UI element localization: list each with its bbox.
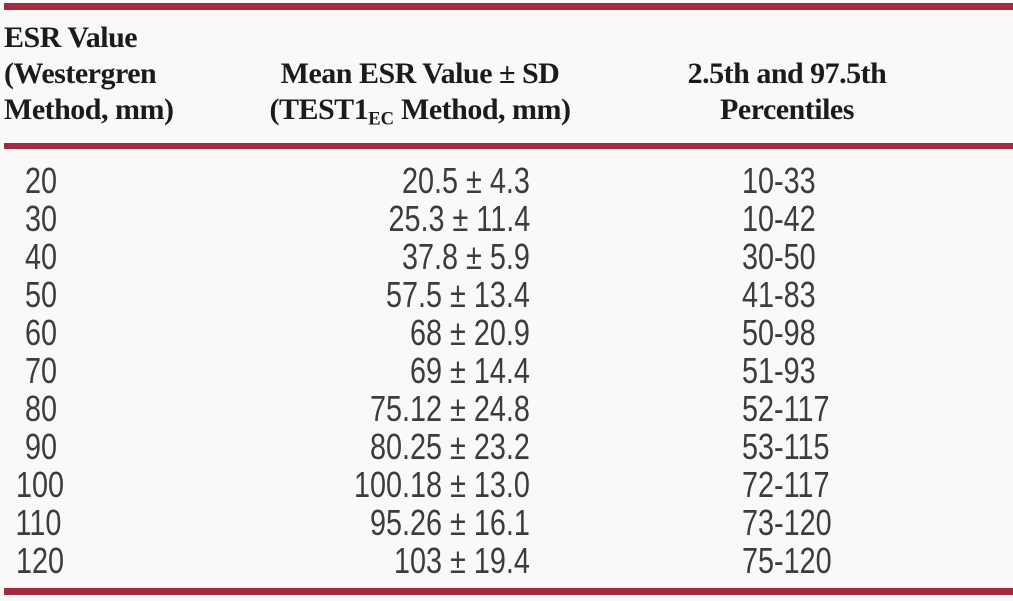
- table-row: 90 80.25 ± 23.2 53-115: [4, 428, 1009, 466]
- top-rule: [4, 3, 1013, 10]
- mean-esr-sd-value: 68 ± 20.9: [410, 312, 530, 353]
- header-line: Method, mm): [4, 93, 174, 126]
- table-row: 20 20.5 ± 4.3 10-33: [4, 162, 1009, 200]
- header-line: (TEST1EC Method, mm): [230, 92, 610, 128]
- percentiles-value: 41-83: [742, 274, 816, 315]
- percentiles-value: 72-117: [742, 464, 830, 505]
- esr-westergren-value: 70: [24, 350, 57, 391]
- header-line: 2.5th and 97.5th: [687, 57, 887, 90]
- esr-westergren-value: 100: [16, 464, 65, 505]
- esr-westergren-value: 50: [24, 274, 57, 315]
- method-mm-label: Method, mm): [394, 93, 571, 126]
- table-row: 60 68 ± 20.9 50-98: [4, 314, 1009, 352]
- esr-westergren-value: 120: [16, 540, 65, 581]
- percentiles-value: 73-120: [742, 502, 832, 543]
- table-row: 30 25.3 ± 11.4 10-42: [4, 200, 1009, 238]
- percentiles-value: 50-98: [742, 312, 816, 353]
- esr-westergren-value: 80: [24, 388, 57, 429]
- percentiles-value: 75-120: [742, 540, 832, 581]
- mean-esr-sd-value: 75.12 ± 24.8: [370, 388, 530, 429]
- header-line: (Westergren: [4, 57, 157, 90]
- percentiles-value: 51-93: [742, 350, 816, 391]
- esr-westergren-value: 40: [24, 236, 57, 277]
- column-header-mean-esr-sd: Mean ESR Value ± SD (TEST1EC Method, mm): [230, 56, 610, 128]
- percentiles-value: 10-42: [742, 198, 816, 239]
- table-row: 40 37.8 ± 5.9 30-50: [4, 238, 1009, 276]
- mean-esr-sd-value: 95.26 ± 16.1: [370, 502, 530, 543]
- table-row: 110 95.26 ± 16.1 73-120: [4, 504, 1009, 542]
- mean-esr-sd-value: 25.3 ± 11.4: [388, 198, 530, 239]
- column-header-percentiles: 2.5th and 97.5th Percentiles: [647, 56, 927, 128]
- ec-subscript: EC: [368, 108, 395, 130]
- percentiles-value: 53-115: [742, 426, 830, 467]
- header-line: Percentiles: [720, 93, 854, 126]
- percentiles-value: 10-33: [742, 160, 816, 201]
- esr-westergren-value: 60: [24, 312, 57, 353]
- column-header-esr-westergren: ESR Value (Westergren Method, mm): [4, 20, 304, 128]
- test1-label: (TEST1: [269, 93, 369, 126]
- table-header: ESR Value (Westergren Method, mm) Mean E…: [0, 0, 1013, 143]
- esr-westergren-value: 20: [24, 160, 57, 201]
- header-line: ESR Value: [4, 21, 138, 54]
- mean-esr-sd-value: 37.8 ± 5.9: [402, 236, 530, 277]
- table-body: 20 20.5 ± 4.3 10-33 30 25.3 ± 11.4 10-42…: [4, 162, 1009, 580]
- esr-westergren-value: 30: [24, 198, 57, 239]
- mean-esr-sd-value: 69 ± 14.4: [410, 350, 530, 391]
- table-row: 120 103 ± 19.4 75-120: [4, 542, 1009, 580]
- percentiles-value: 30-50: [742, 236, 816, 277]
- mean-esr-sd-value: 100.18 ± 13.0: [354, 464, 530, 505]
- table-row: 100 100.18 ± 13.0 72-117: [4, 466, 1009, 504]
- table-row: 80 75.12 ± 24.8 52-117: [4, 390, 1009, 428]
- mean-esr-sd-value: 80.25 ± 23.2: [370, 426, 530, 467]
- mean-esr-sd-value: 20.5 ± 4.3: [402, 160, 530, 201]
- bottom-rule: [4, 588, 1013, 595]
- esr-westergren-value: 90: [24, 426, 57, 467]
- table-row: 50 57.5 ± 13.4 41-83: [4, 276, 1009, 314]
- esr-westergren-value: 110: [15, 502, 62, 543]
- mean-esr-sd-value: 103 ± 19.4: [394, 540, 530, 581]
- percentiles-value: 52-117: [742, 388, 830, 429]
- header-rule: [4, 143, 1013, 149]
- header-line: Mean ESR Value ± SD: [280, 57, 560, 90]
- table-row: 70 69 ± 14.4 51-93: [4, 352, 1009, 390]
- mean-esr-sd-value: 57.5 ± 13.4: [386, 274, 530, 315]
